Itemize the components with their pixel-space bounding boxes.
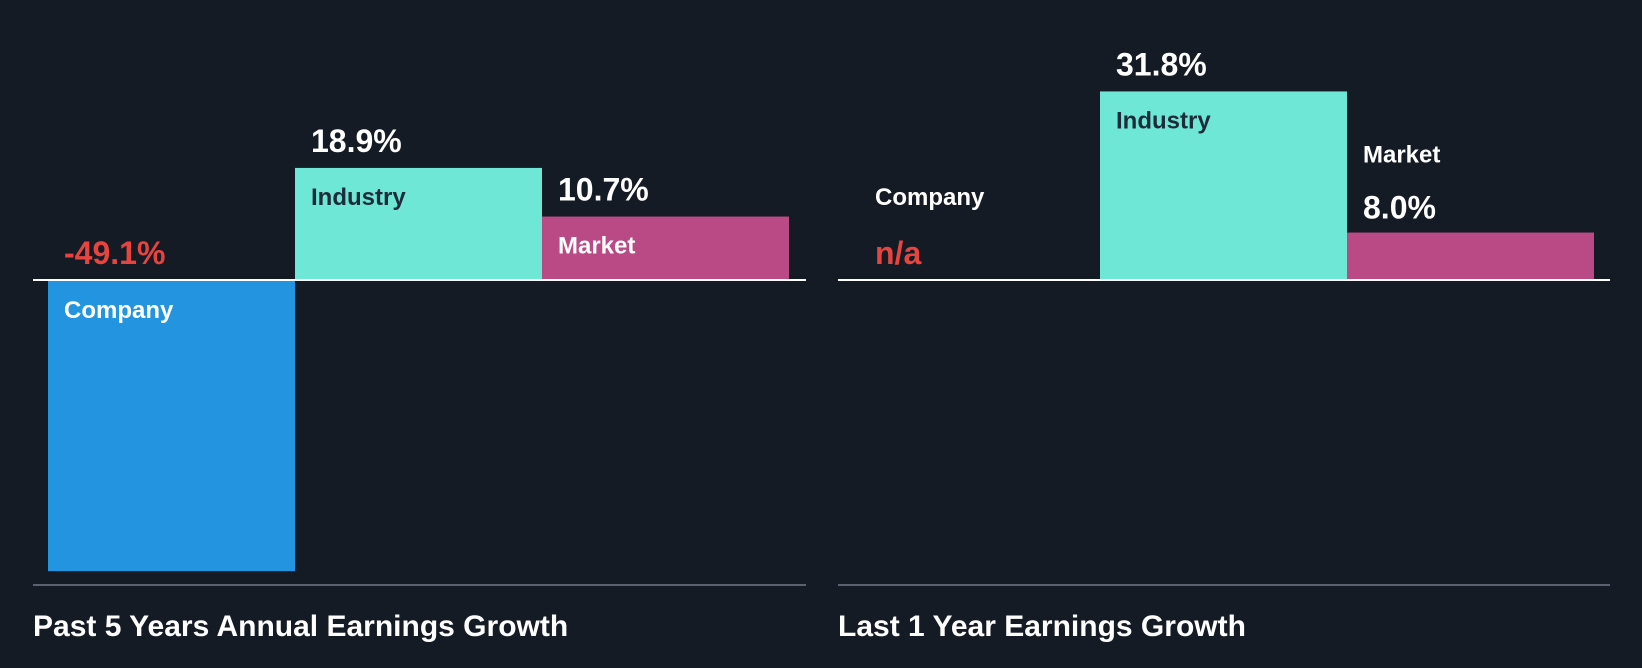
category-label-industry: Industry	[1116, 107, 1211, 134]
value-label-industry: 31.8%	[1116, 46, 1207, 82]
bar-market	[1347, 232, 1594, 280]
value-label-market: 10.7%	[558, 172, 649, 208]
bar-market	[542, 216, 789, 280]
category-label-industry: Industry	[311, 184, 406, 211]
bar-industry	[295, 167, 542, 280]
category-label-company: Company	[875, 184, 985, 211]
chart-title: Past 5 Years Annual Earnings Growth	[33, 610, 568, 643]
category-label-market: Market	[1363, 142, 1440, 169]
value-label-company: n/a	[875, 235, 921, 271]
value-label-industry: 18.9%	[311, 123, 402, 159]
category-label-market: Market	[558, 233, 635, 260]
value-label-market: 8.0%	[1363, 190, 1436, 226]
chart-title: Last 1 Year Earnings Growth	[838, 610, 1246, 643]
chart-last-1-year: Last 1 Year Earnings Growth Company n/a In…	[838, 46, 1610, 643]
bar-industry	[1100, 91, 1347, 281]
chart-past-5-years: Past 5 Years Annual Earnings Growth Comp…	[33, 123, 806, 643]
bar-company	[48, 280, 295, 572]
category-label-company: Company	[64, 297, 174, 324]
value-label-company: -49.1%	[64, 235, 165, 271]
